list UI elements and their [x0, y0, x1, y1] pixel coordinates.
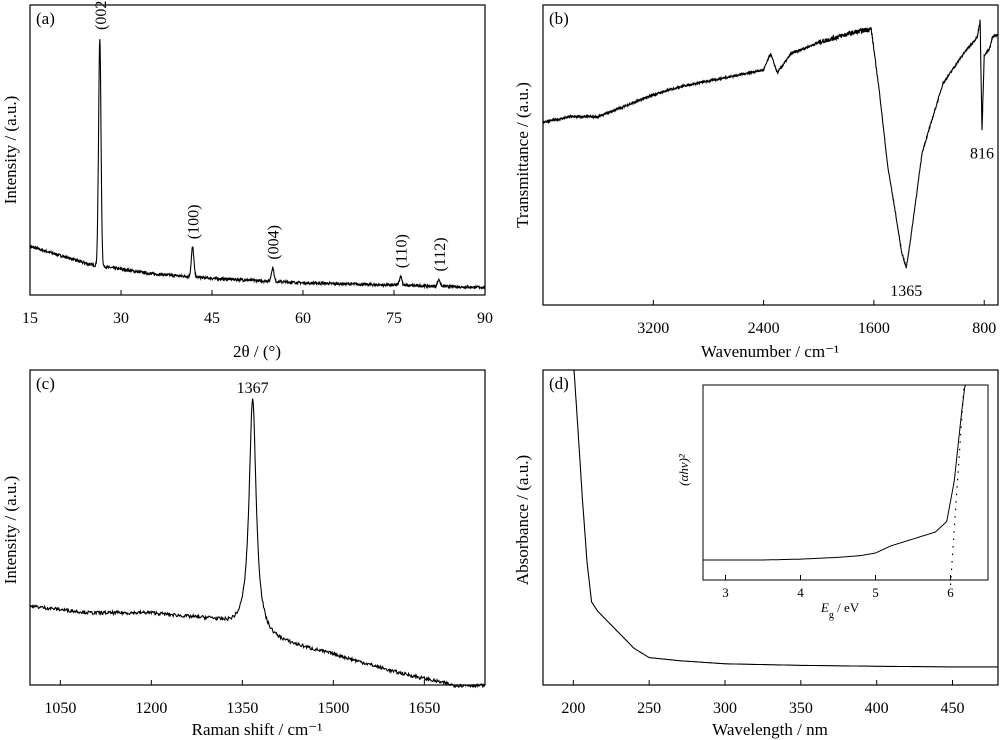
panel-d-ylabel: Absorbance / (a.u.)	[513, 455, 532, 585]
panel-b-x-ticks: 3200 2400 1600 800	[637, 300, 996, 337]
inset-xlabel-main: E	[820, 600, 829, 615]
panel-c-x-tick-label: 1500	[317, 700, 349, 717]
panel-b-x-tick-label: 3200	[637, 320, 669, 337]
panel-c-ylabel: Intensity / (a.u.)	[1, 476, 20, 585]
panel-b-xlabel: Wavenumber / cm⁻¹	[701, 342, 839, 361]
inset-tauc-line	[703, 384, 966, 561]
panel-b-x-tick-label: 1600	[858, 320, 890, 337]
inset-xlabel: Eg / eV	[820, 600, 860, 621]
panel-d-label: (d)	[549, 374, 569, 393]
inset-ylabel: (αhν)²	[676, 453, 691, 486]
panel-b-label: (b)	[549, 9, 569, 28]
inset-x-tick-label: 5	[872, 585, 879, 600]
panel-a-x-tick-label: 90	[477, 310, 493, 327]
inset-x-tick-label: 4	[797, 585, 804, 600]
panel-a-x-tick-label: 75	[386, 310, 402, 327]
panel-d-x-tick-label: 350	[789, 700, 813, 717]
panel-c-x-tick-label: 1050	[44, 700, 76, 717]
panel-b-x-tick-label: 2400	[748, 320, 780, 337]
panel-a-x-ticks: 15 30 45 60 75 90	[22, 290, 493, 327]
panel-b-annotations: 1365 816	[890, 146, 994, 301]
panel-c-x-ticks: 1050 1200 1350 1500 1650	[44, 680, 440, 717]
panel-a-xrd-line	[29, 39, 486, 290]
inset-x-tick-label: 6	[947, 585, 954, 600]
panel-c-x-tick-label: 1200	[135, 700, 167, 717]
panel-d-uvvis-line	[572, 369, 998, 668]
inset-xlabel-sub: g	[829, 610, 834, 621]
panel-a-x-tick-label: 15	[22, 310, 38, 327]
panel-a-peak-label: (110)	[394, 234, 411, 268]
panel-a-frame	[29, 4, 486, 296]
panel-d-x-tick-label: 400	[865, 700, 889, 717]
panel-a-x-tick-label: 60	[295, 310, 311, 327]
panel-c-frame	[29, 369, 486, 686]
panel-d: 200 250 300 350 400 450 (d) Wavelength / nm A…	[513, 369, 999, 739]
panel-a-x-tick-label: 30	[113, 310, 129, 327]
panel-c: 1050 1200 1350 1500 1650 1367 (c) Raman shif…	[1, 369, 486, 739]
panel-c-raman-line	[29, 398, 486, 689]
panel-d-x-tick-label: 250	[637, 700, 661, 717]
panel-a-peak-label: (112)	[432, 237, 449, 271]
panel-d-x-ticks: 200 250 300 350 400 450	[561, 680, 965, 717]
panel-b-x-tick-label: 800	[972, 320, 996, 337]
panel-c-annotations: 1367	[237, 380, 269, 397]
panel-d-inset: 3 4 5 6 Eg / eV (αhν)²	[676, 384, 989, 621]
panel-c-xlabel: Raman shift / cm⁻¹	[192, 720, 323, 739]
panel-d-frame	[542, 369, 999, 686]
panel-d-xlabel: Wavelength / nm	[712, 720, 828, 739]
panel-c-x-tick-label: 1650	[408, 700, 440, 717]
panel-a-ylabel: Intensity / (a.u.)	[1, 96, 20, 205]
inset-x-tick-label: 3	[722, 585, 729, 600]
panel-a-xlabel: 2θ / (°)	[233, 342, 281, 361]
panel-d-x-tick-label: 200	[561, 700, 585, 717]
panel-d-x-tick-label: 450	[941, 700, 965, 717]
panel-a-peak-label: (004)	[266, 225, 283, 260]
panel-c-x-tick-label: 1350	[226, 700, 258, 717]
panel-a-peak-label: (002)	[93, 0, 110, 30]
panel-b-annotation: 1365	[890, 283, 922, 300]
panel-b-frame	[542, 4, 999, 306]
inset-xlabel-unit: / eV	[834, 600, 860, 615]
panel-a-peak-labels: (002) (100) (004) (110) (112)	[93, 0, 449, 271]
panel-c-peak-label: 1367	[237, 380, 269, 397]
panel-b: 3200 2400 1600 800 1365 816 (b) Wavenumber /…	[513, 4, 999, 361]
panel-a-x-tick-label: 45	[204, 310, 220, 327]
panel-a-label: (a)	[36, 9, 55, 28]
panel-b-annotation: 816	[970, 146, 994, 163]
panel-b-ylabel: Transmittance / (a.u.)	[513, 82, 532, 228]
panel-a: 15 30 45 60 75 90 (002) (100) (004) (110) (112) (…	[1, 0, 493, 361]
inset-frame	[702, 384, 989, 581]
panel-b-ftir-line	[542, 19, 999, 269]
inset-x-ticks: 3 4 5 6	[722, 575, 954, 600]
panel-c-label: (c)	[36, 374, 55, 393]
panel-a-peak-label: (100)	[186, 205, 203, 240]
panel-d-x-tick-label: 300	[713, 700, 737, 717]
